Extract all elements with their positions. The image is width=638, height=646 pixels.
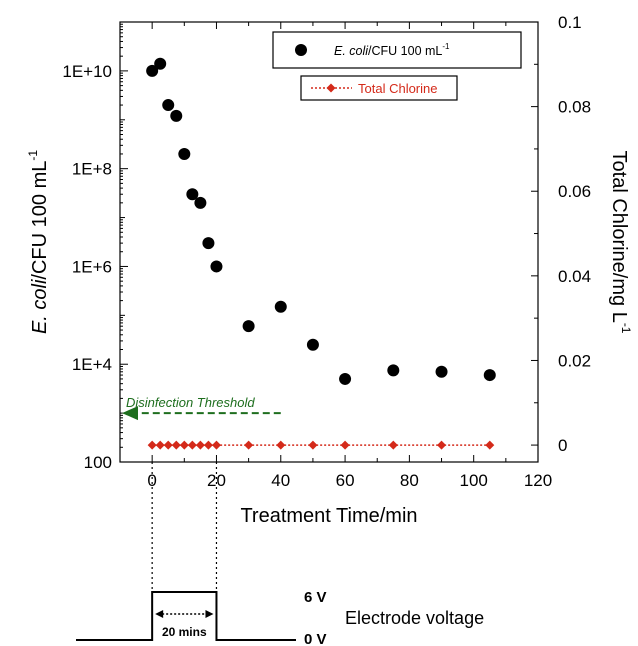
- ecoli-point: [162, 99, 175, 112]
- ecoli-point: [154, 57, 167, 70]
- x-axis-title: Treatment Time/min: [240, 505, 417, 527]
- ecoli-point: [202, 237, 215, 250]
- legend-label-ecoli-text: /CFU 100 mL: [368, 44, 442, 58]
- ecoli-point: [178, 147, 191, 160]
- legend-label-ecoli-sup: -1: [442, 42, 450, 51]
- y2-tick-label: 0: [558, 436, 567, 455]
- x-tick-label: 0: [147, 471, 156, 490]
- ecoli-point: [146, 64, 159, 77]
- y-axis-title: E. coli/CFU 100 mL-1: [26, 150, 51, 334]
- legend-marker-ecoli: [295, 44, 307, 56]
- ecoli-point: [483, 369, 496, 382]
- y-axis-title-text: /CFU 100 mL: [29, 161, 51, 280]
- plot-border: [119, 21, 539, 463]
- y2-axis-title-text: Total Chlorine/mg L: [608, 151, 630, 323]
- duration-label: 20 mins: [162, 625, 207, 639]
- duration-arrowhead-left: [155, 610, 164, 618]
- y2-tick-label: 0.08: [558, 98, 591, 117]
- chlorine-point: [244, 440, 254, 450]
- ecoli-point: [387, 364, 400, 377]
- ecoli-point: [170, 109, 183, 122]
- chlorine-point: [155, 440, 165, 450]
- chlorine-point: [147, 440, 157, 450]
- y-tick-label: 1E+6: [72, 257, 112, 276]
- chlorine-point: [485, 440, 495, 450]
- y2-tick-label: 0.1: [558, 13, 582, 32]
- legend-box-ecoli: [272, 31, 522, 69]
- ecoli-point: [435, 365, 448, 378]
- threshold-label: Disinfection Threshold: [126, 395, 255, 410]
- plot-frame: [119, 21, 539, 463]
- x-tick-label: 120: [524, 471, 552, 490]
- y-tick-label: 1E+8: [72, 160, 112, 179]
- chlorine-point: [276, 440, 286, 450]
- chlorine-point: [163, 440, 173, 450]
- ecoli-point: [210, 260, 223, 273]
- legend-label-ecoli: E. coli/CFU 100 mL-1: [334, 42, 450, 58]
- voltage-panel: 20 mins 6 V 0 V Electrode voltage: [76, 462, 484, 646]
- y-axis-title-italic: E. coli: [29, 279, 51, 334]
- y-axis-left: 100 1E+4 1E+6 1E+8 1E+10: [62, 23, 128, 472]
- electrode-voltage-label: Electrode voltage: [345, 608, 484, 628]
- threshold-arrowhead: [122, 406, 138, 421]
- y2-tick-label: 0.02: [558, 351, 591, 370]
- x-tick-label: 40: [271, 471, 290, 490]
- chlorine-point: [203, 440, 213, 450]
- chlorine-point: [187, 440, 197, 450]
- chlorine-point: [388, 440, 398, 450]
- ecoli-point: [242, 320, 255, 333]
- x-axis: 0 20 40 60 80 100 120: [119, 22, 552, 490]
- voltage-low-label: 0 V: [304, 631, 327, 646]
- chlorine-point: [437, 440, 447, 450]
- voltage-high-label: 6 V: [304, 589, 327, 606]
- chlorine-point: [171, 440, 181, 450]
- y-tick-label: 1E+10: [62, 62, 112, 81]
- disinfection-threshold-annotation: Disinfection Threshold: [122, 395, 281, 421]
- y-tick-label: 100: [84, 453, 112, 472]
- x-tick-label: 60: [336, 471, 355, 490]
- legend-label-ecoli-italic: E. coli: [334, 44, 369, 58]
- legend-label-chlorine: Total Chlorine: [358, 81, 438, 96]
- ecoli-point: [306, 338, 319, 351]
- chlorine-point: [211, 440, 221, 450]
- chlorine-point: [179, 440, 189, 450]
- ecoli-point: [339, 372, 352, 385]
- y-axis-right: 0 0.02 0.04 0.06 0.08 0.1: [531, 13, 591, 455]
- voltage-waveform: [76, 591, 296, 641]
- y-axis-title-sup: -1: [26, 150, 40, 161]
- y2-tick-label: 0.06: [558, 182, 591, 201]
- series-layer: [146, 57, 496, 450]
- ecoli-point: [186, 188, 199, 201]
- duration-arrowhead-right: [205, 610, 214, 618]
- x-tick-label: 80: [400, 471, 419, 490]
- y2-tick-label: 0.04: [558, 267, 591, 286]
- x-tick-label: 100: [460, 471, 488, 490]
- chlorine-point: [340, 440, 350, 450]
- chlorine-point: [308, 440, 318, 450]
- y-tick-label: 1E+4: [72, 355, 112, 374]
- ecoli-point: [274, 300, 287, 313]
- legend: E. coli/CFU 100 mL-1 Total Chlorine: [272, 31, 522, 101]
- y2-axis-title: Total Chlorine/mg L-1: [608, 151, 633, 334]
- chlorine-point: [195, 440, 205, 450]
- y2-axis-title-sup: -1: [619, 323, 633, 334]
- x-tick-label: 20: [207, 471, 226, 490]
- legend-marker-chlorine: [326, 83, 336, 93]
- ecoli-point: [194, 196, 207, 209]
